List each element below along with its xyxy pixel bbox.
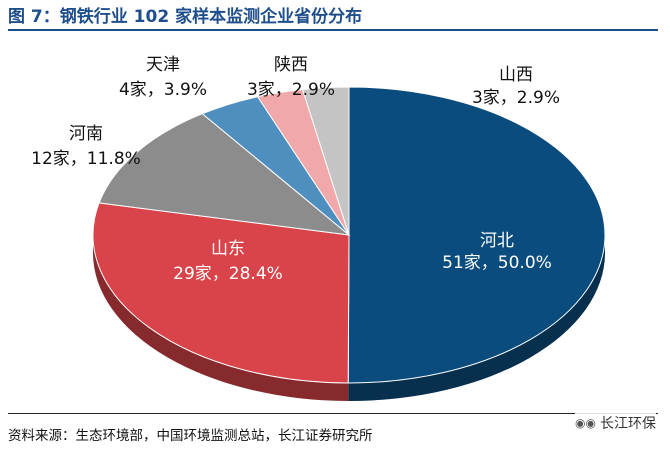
watermark: ◉◉ 长江环保 (575, 413, 656, 433)
pie-tops (92, 86, 606, 384)
wechat-icon: ◉◉ (575, 416, 596, 430)
slice-0-value-label: 51家，50.0% (442, 253, 552, 273)
title-rule (8, 29, 658, 31)
slice-2-name-label: 河南 (69, 124, 103, 144)
slice-5-name-label: 山西 (499, 65, 533, 85)
slice-1-side (93, 235, 349, 401)
figure-title: 图 7：钢铁行业 102 家样本监测企业省份分布 (8, 7, 363, 27)
slice-1 (92, 202, 350, 384)
slice-0-side (348, 235, 605, 401)
slice-3-name-label: 天津 (146, 55, 180, 75)
slice-0-name-label: 河北 (480, 231, 514, 251)
source-note: 资料来源：生态环境部，中国环境监测总站，长江证券研究所 (8, 428, 373, 444)
slice-2 (98, 113, 351, 236)
slice-3-value-label: 4家，3.9% (119, 80, 207, 100)
slice-5 (301, 86, 350, 236)
slice-4-value-label: 3家，2.9% (247, 80, 335, 100)
source-rule (8, 413, 658, 414)
slice-5-value-label: 3家，2.9% (472, 88, 560, 108)
slice-1-value-label: 29家，28.4% (173, 264, 283, 284)
slice-2-value-label: 12家，11.8% (31, 149, 141, 169)
slice-0 (347, 86, 606, 384)
slice-4-name-label: 陕西 (274, 55, 308, 75)
slice-1-name-label: 山东 (211, 239, 245, 259)
pie-sides (93, 235, 605, 401)
watermark-text: 长江环保 (600, 416, 656, 432)
